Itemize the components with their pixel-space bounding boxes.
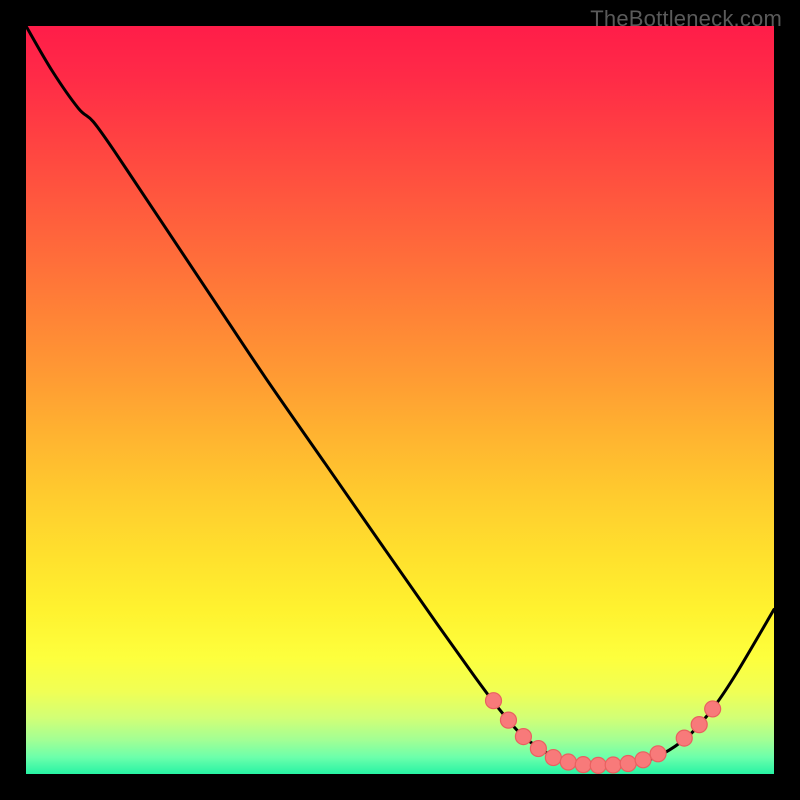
data-marker <box>515 729 531 745</box>
plot-area <box>26 26 774 774</box>
data-marker <box>590 757 606 773</box>
data-marker <box>705 701 721 717</box>
data-marker <box>575 757 591 773</box>
data-marker <box>605 757 621 773</box>
data-marker <box>486 693 502 709</box>
data-marker <box>500 712 516 728</box>
data-marker <box>560 754 576 770</box>
data-marker <box>620 756 636 772</box>
data-marker <box>691 717 707 733</box>
data-marker <box>635 752 651 768</box>
data-marker <box>676 730 692 746</box>
data-marker <box>545 750 561 766</box>
chart-container: TheBottleneck.com <box>0 0 800 800</box>
data-marker <box>650 746 666 762</box>
data-marker <box>530 741 546 757</box>
bottleneck-curve <box>26 26 774 766</box>
marker-group <box>486 693 721 774</box>
curve-layer <box>26 26 774 774</box>
